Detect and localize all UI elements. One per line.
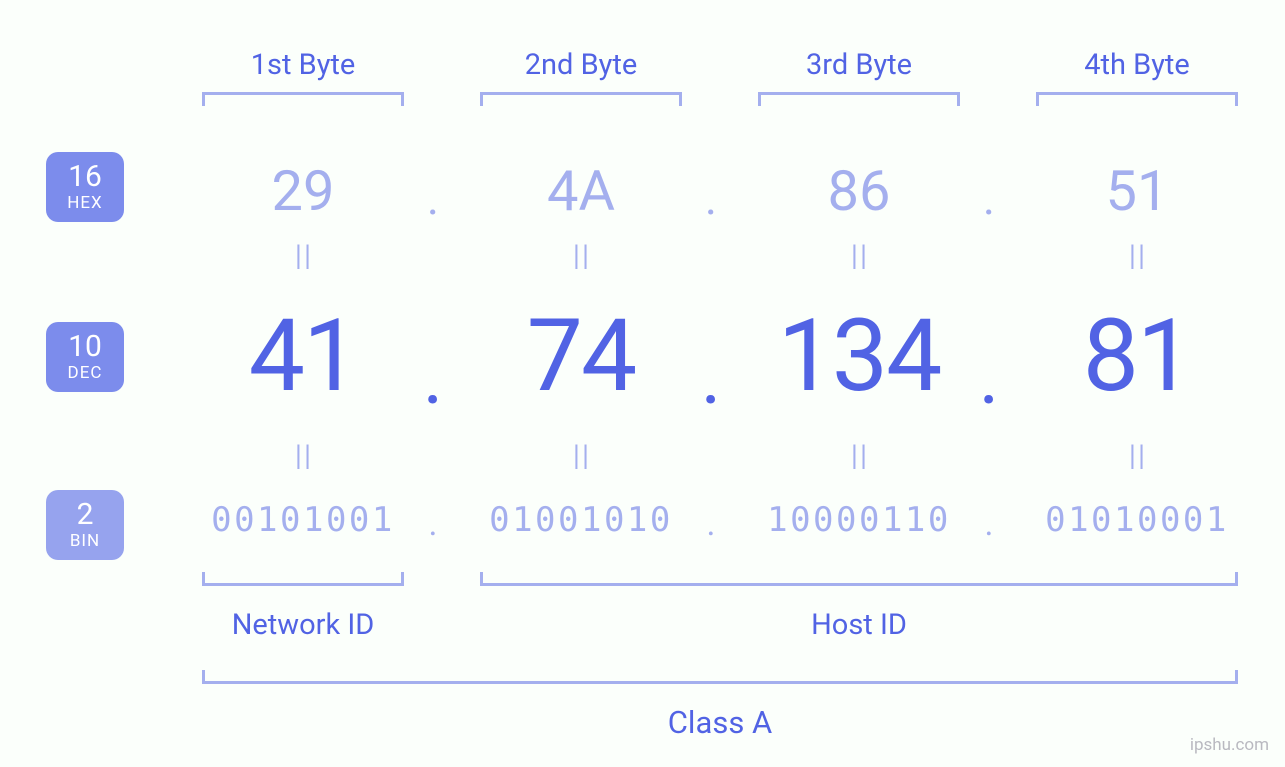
label-network: Network ID xyxy=(188,608,418,642)
byte1-bracket xyxy=(202,92,404,114)
badge-bin-label: BIN xyxy=(70,533,100,551)
byte4-dec: 81 xyxy=(994,298,1280,415)
dot-bin-12: . xyxy=(418,504,448,544)
byte1-label: 1st Byte xyxy=(188,48,418,82)
byte3-dec: 134 xyxy=(716,298,1002,415)
dot-bin-34: . xyxy=(974,504,1004,544)
byte3-bin: 10000110 xyxy=(732,500,986,540)
byte4-bracket xyxy=(1036,92,1238,114)
label-host: Host ID xyxy=(466,608,1252,642)
byte1-bin: 00101001 xyxy=(176,500,430,540)
byte-col-1: 1st Byte 29 II 41 II 00101001 xyxy=(188,0,418,767)
badge-dec: 10 DEC xyxy=(46,322,124,392)
byte3-label: 3rd Byte xyxy=(744,48,974,82)
badge-hex-label: HEX xyxy=(67,195,102,213)
dot-hex-34: . xyxy=(974,172,1004,226)
dot-hex-23: . xyxy=(696,172,726,226)
byte1-eq-top: II xyxy=(188,238,418,278)
byte2-bracket xyxy=(480,92,682,114)
dot-dec-12: . xyxy=(418,332,448,423)
watermark: ipshu.com xyxy=(1190,735,1269,755)
badge-dec-base: 10 xyxy=(68,331,102,363)
byte2-hex: 4A xyxy=(466,158,696,224)
byte2-eq-bot: II xyxy=(466,438,696,478)
byte3-eq-bot: II xyxy=(744,438,974,478)
ip-diagram: 16 HEX 10 DEC 2 BIN 1st Byte 29 II 41 II… xyxy=(0,0,1285,767)
badge-hex-base: 16 xyxy=(68,161,102,193)
byte3-hex: 86 xyxy=(744,158,974,224)
badge-bin-base: 2 xyxy=(77,499,94,531)
byte-col-3: 3rd Byte 86 II 134 II 10000110 xyxy=(744,0,974,767)
byte1-hex: 29 xyxy=(188,158,418,224)
byte2-dec: 74 xyxy=(438,298,724,415)
badge-dec-label: DEC xyxy=(68,365,103,383)
byte4-bin: 01010001 xyxy=(1010,500,1264,540)
dot-bin-23: . xyxy=(696,504,726,544)
byte4-eq-bot: II xyxy=(1022,438,1252,478)
byte3-bracket xyxy=(758,92,960,114)
badge-bin: 2 BIN xyxy=(46,490,124,560)
byte4-hex: 51 xyxy=(1022,158,1252,224)
dot-hex-12: . xyxy=(418,172,448,226)
dot-dec-23: . xyxy=(696,332,726,423)
byte-col-4: 4th Byte 51 II 81 II 01010001 xyxy=(1022,0,1252,767)
byte3-eq-top: II xyxy=(744,238,974,278)
bracket-host xyxy=(480,564,1238,586)
byte4-eq-top: II xyxy=(1022,238,1252,278)
bracket-class xyxy=(202,662,1238,684)
byte-col-2: 2nd Byte 4A II 74 II 01001010 xyxy=(466,0,696,767)
dot-dec-34: . xyxy=(974,332,1004,423)
byte2-eq-top: II xyxy=(466,238,696,278)
badge-hex: 16 HEX xyxy=(46,152,124,222)
byte1-dec: 41 xyxy=(160,298,446,415)
bracket-network xyxy=(202,564,404,586)
byte2-label: 2nd Byte xyxy=(466,48,696,82)
byte2-bin: 01001010 xyxy=(454,500,708,540)
byte4-label: 4th Byte xyxy=(1022,48,1252,82)
label-class: Class A xyxy=(188,704,1252,741)
byte1-eq-bot: II xyxy=(188,438,418,478)
